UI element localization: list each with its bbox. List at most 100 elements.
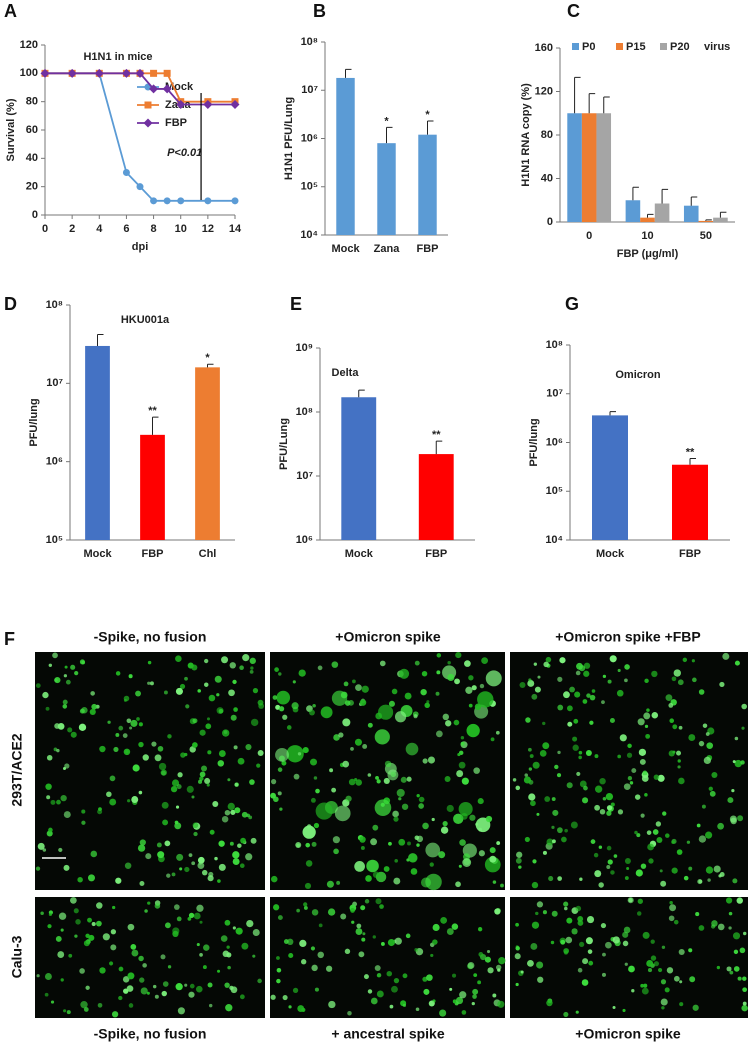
cell bbox=[166, 873, 171, 878]
cell bbox=[405, 742, 419, 756]
cell bbox=[204, 682, 209, 687]
cell bbox=[176, 916, 182, 922]
significance: ** bbox=[432, 429, 441, 441]
cell bbox=[462, 858, 472, 867]
cell bbox=[523, 776, 532, 784]
cell bbox=[81, 809, 86, 814]
cell bbox=[616, 689, 624, 697]
cell bbox=[709, 790, 716, 797]
cell bbox=[358, 951, 365, 958]
cell bbox=[669, 901, 673, 905]
row-label: 293T/ACE2 bbox=[9, 733, 25, 806]
cell bbox=[657, 774, 665, 782]
cell bbox=[162, 819, 169, 826]
panel-label: C bbox=[567, 1, 580, 21]
cell bbox=[527, 679, 535, 687]
cell bbox=[343, 681, 349, 687]
cell bbox=[228, 689, 235, 697]
y-tick-label: 60 bbox=[26, 124, 38, 136]
bar bbox=[713, 217, 728, 222]
cell bbox=[372, 824, 379, 831]
cell bbox=[537, 675, 541, 679]
cell bbox=[497, 1000, 505, 1008]
y-axis-label: PFU/lung bbox=[528, 418, 540, 466]
cell bbox=[162, 981, 169, 987]
cell bbox=[216, 707, 224, 715]
cell bbox=[637, 718, 645, 726]
cell bbox=[193, 912, 201, 920]
cell bbox=[221, 815, 229, 823]
cell bbox=[272, 695, 278, 700]
cell bbox=[524, 773, 528, 777]
cell bbox=[542, 910, 547, 915]
cell bbox=[585, 750, 592, 756]
cell bbox=[328, 1000, 336, 1009]
cell bbox=[602, 674, 607, 678]
cell bbox=[736, 897, 743, 904]
cell bbox=[193, 831, 198, 837]
cell bbox=[617, 668, 621, 673]
cell bbox=[201, 765, 208, 772]
cell bbox=[191, 795, 195, 799]
y-tick-label: 100 bbox=[20, 67, 38, 79]
bar bbox=[336, 77, 355, 235]
cell bbox=[634, 830, 638, 835]
cell bbox=[732, 932, 741, 940]
column-footer: +Omicron spike bbox=[575, 1026, 681, 1042]
cell bbox=[392, 810, 399, 818]
x-tick-label: 0 bbox=[586, 230, 592, 242]
cell bbox=[221, 656, 229, 664]
cell bbox=[250, 837, 257, 844]
cell bbox=[673, 975, 680, 982]
cell bbox=[241, 811, 248, 818]
cell bbox=[239, 863, 245, 869]
cell bbox=[440, 826, 449, 834]
cell bbox=[367, 773, 372, 777]
y-tick-label: 0 bbox=[32, 209, 38, 221]
cell bbox=[644, 724, 649, 729]
cell bbox=[70, 731, 77, 738]
cell bbox=[718, 874, 722, 878]
cell bbox=[233, 745, 238, 750]
cell bbox=[722, 652, 730, 660]
cell bbox=[234, 782, 239, 787]
cell bbox=[734, 660, 740, 666]
cell bbox=[192, 718, 198, 724]
cell bbox=[214, 856, 218, 861]
y-tick-label: 20 bbox=[26, 181, 38, 193]
cell bbox=[587, 949, 593, 954]
cell bbox=[702, 723, 708, 728]
y-tick-label: 10⁸ bbox=[301, 36, 318, 48]
cell bbox=[402, 1003, 407, 1007]
cell bbox=[574, 691, 581, 698]
cell bbox=[48, 912, 52, 917]
cell bbox=[63, 674, 68, 678]
cell bbox=[310, 758, 318, 766]
cell bbox=[590, 839, 596, 845]
cell bbox=[275, 704, 281, 710]
bar bbox=[625, 200, 641, 222]
cell bbox=[671, 867, 678, 874]
cell bbox=[589, 720, 594, 725]
cell bbox=[187, 662, 194, 669]
cell bbox=[60, 978, 64, 982]
cell bbox=[241, 942, 249, 950]
cell bbox=[648, 858, 654, 864]
cell bbox=[607, 859, 613, 865]
cell bbox=[653, 774, 660, 780]
cell bbox=[75, 919, 81, 925]
cell bbox=[48, 827, 53, 833]
cell bbox=[565, 936, 573, 944]
cell bbox=[665, 694, 673, 702]
cell bbox=[359, 836, 366, 843]
column-footer: -Spike, no fusion bbox=[94, 1026, 207, 1042]
cell bbox=[711, 771, 718, 778]
cell bbox=[739, 947, 746, 954]
cell bbox=[311, 909, 319, 916]
column-header: +Omicron spike +FBP bbox=[555, 629, 701, 645]
cell bbox=[542, 721, 546, 726]
cell bbox=[421, 670, 428, 677]
cell bbox=[673, 669, 681, 677]
cell bbox=[188, 991, 195, 998]
cell bbox=[77, 877, 83, 883]
